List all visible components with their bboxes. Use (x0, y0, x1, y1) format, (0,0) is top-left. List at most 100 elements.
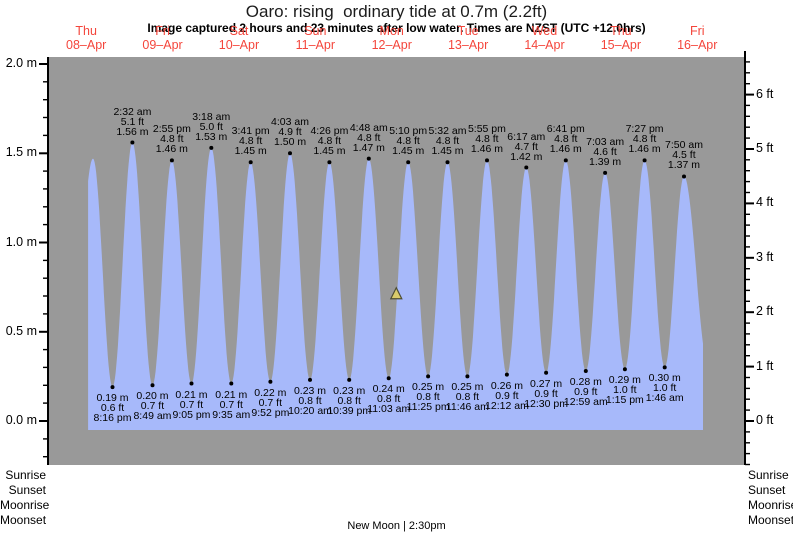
day-name: Wed (531, 24, 558, 38)
annotation-line: 0.20 m (136, 390, 169, 403)
annotation-line: 1:46 am (645, 392, 684, 405)
annotation-line: 4:48 am (349, 121, 388, 134)
annotation-line: 1.46 m (470, 143, 503, 156)
low-tide-annotation: 0.25 m 0.8 ft 11:46 am (423, 382, 511, 414)
annotation-line: 7:03 am (586, 135, 625, 148)
annotation-line: 0.30 m (648, 372, 681, 385)
day-label: Thu 15–Apr (579, 24, 663, 52)
low-tide-annotation: 0.28 m 0.9 ft 12:59 am (542, 377, 630, 409)
tide-extreme-dot (169, 158, 174, 163)
low-tide-annotation: 0.23 m 0.8 ft 10:39 pm (305, 384, 393, 417)
annotation-line: 4.6 ft (593, 145, 617, 158)
low-tide-annotation: 0.19 m 0.6 ft 8:16 pm (69, 393, 157, 424)
high-tide-annotation: 2:55 pm 4.8 ft 1.46 m (128, 123, 216, 156)
annotation-line: 5.0 ft (199, 120, 223, 133)
tide-extreme-dot (426, 374, 431, 379)
high-tide-annotation: 3:41 pm 4.8 ft 1.45 m (207, 126, 295, 157)
annotation-line: 0.23 m (333, 384, 366, 397)
annotation-line: 1:15 pm (605, 394, 644, 407)
annotation-line: 2:55 pm (152, 123, 191, 136)
moonset-label: Moonset (748, 513, 793, 527)
annotation-line: 4:26 pm (310, 125, 349, 138)
annotation-line: 0.8 ft (455, 391, 480, 404)
annotation-line: 0.8 ft (416, 391, 440, 404)
annotation-line: 6:17 am (507, 130, 546, 143)
tide-extreme-dot (544, 370, 549, 375)
annotation-line: 0.9 ft (495, 389, 519, 402)
high-tide-annotation: 7:27 pm 4.8 ft 1.46 m (601, 123, 689, 155)
tide-extreme-dot (288, 151, 292, 156)
low-tide-annotation: 0.30 m 1.0 ft 1:46 am (621, 372, 709, 405)
annotation-line: 4.8 ft (632, 133, 657, 146)
annotation-line: 9:52 pm (251, 406, 290, 419)
tide-extreme-dot (308, 377, 312, 382)
tide-extreme-dot (268, 379, 273, 384)
annotation-line: 5:10 pm (389, 125, 428, 138)
left-axis-tick-label: 0.5 m (5, 323, 37, 338)
day-name: Sat (229, 24, 249, 38)
tide-extreme-dot (485, 158, 489, 163)
high-tide-annotation: 3:18 am 5.0 ft 1.53 m (167, 112, 255, 143)
day-name: Mon (379, 24, 404, 38)
low-tide-annotation: 0.23 m 0.8 ft 10:20 am (266, 384, 354, 417)
annotation-line: 0.26 m (490, 379, 523, 392)
current-tide-marker (389, 286, 403, 300)
annotation-line: 4.5 ft (672, 149, 696, 162)
day-label: Tue 13–Apr (426, 24, 510, 52)
annotation-line: 4.8 ft (160, 133, 184, 146)
astro-labels-left: Sunrise Sunset Moonrise Moonset (0, 468, 49, 528)
low-tide-annotation: 0.21 m 0.7 ft 9:05 pm (147, 389, 235, 421)
tide-extreme-dot (662, 365, 667, 370)
annotation-line: 11:25 pm (406, 401, 450, 414)
tide-extreme-dot (504, 372, 509, 377)
high-tide-annotation: 7:50 am 4.5 ft 1.37 m (640, 140, 728, 172)
annotation-line: 1.46 m (155, 143, 188, 156)
annotation-line: 4.9 ft (278, 126, 302, 139)
low-tide-annotation: 0.26 m 0.9 ft 12:12 am (463, 379, 551, 411)
low-tide-annotation: 0.22 m 0.7 ft 9:52 pm (226, 387, 314, 419)
annotation-line: 0.23 m (293, 384, 327, 397)
right-axis-tick-label: 0 ft (756, 413, 774, 427)
annotation-line: 4.8 ft (475, 133, 499, 146)
low-tide-annotation: 0.27 m 0.9 ft 12:30 pm (502, 379, 590, 410)
right-axis-tick-label: 4 ft (756, 195, 774, 210)
annotation-line: 11:46 am (445, 401, 489, 414)
annotation-line: 0.8 ft (377, 393, 401, 406)
annotation-line: 9:05 pm (172, 408, 211, 421)
sunrise-label: Sunrise (5, 468, 46, 482)
day-label: Mon 12–Apr (350, 24, 434, 52)
day-name: Thu (75, 24, 97, 38)
day-date: 15–Apr (600, 37, 642, 52)
annotation-line: 10:20 am (288, 404, 332, 417)
annotation-line: 0.7 ft (219, 398, 243, 411)
annotation-line: 7:27 pm (625, 123, 664, 136)
day-date: 13–Apr (447, 37, 489, 52)
annotation-line: 9:35 am (212, 408, 251, 421)
moon-phase-note: New Moon | 2:30pm (347, 520, 446, 532)
right-axis-tick-label: 3 ft (756, 249, 774, 264)
day-date: 12–Apr (371, 37, 412, 52)
day-date: 08–Apr (66, 37, 107, 52)
right-axis-tick-label: 5 ft (756, 140, 774, 155)
high-tide-annotation: 4:26 pm 4.8 ft 1.45 m (285, 125, 373, 157)
high-tide-annotation: 6:41 pm 4.8 ft 1.46 m (522, 124, 610, 155)
tide-extreme-dot (524, 165, 529, 170)
astro-labels-right: Sunrise Sunset Moonrise Moonset (748, 468, 793, 528)
annotation-line: 4.7 ft (514, 140, 538, 153)
annotation-line: 4.8 ft (317, 135, 342, 148)
day-name: Fri (155, 24, 170, 38)
left-axis-tick-label: 1.0 m (5, 234, 37, 249)
tide-extreme-dot (130, 140, 135, 145)
annotation-line: 4.8 ft (554, 133, 578, 146)
tide-curve-area (88, 142, 704, 430)
tide-extreme-dot (347, 377, 352, 382)
annotation-line: 10:39 pm (327, 404, 372, 417)
annotation-line: 0.9 ft (574, 386, 598, 399)
right-axis-tick-label: 2 ft (756, 304, 774, 319)
day-name: Sun (304, 24, 327, 38)
high-tide-annotation: 5:10 pm 4.8 ft 1.45 m (364, 125, 452, 157)
annotation-line: 0.25 m (412, 381, 445, 394)
annotation-line: 12:59 am (563, 396, 608, 409)
annotation-line: 1.37 m (667, 159, 701, 172)
tide-extreme-dot (603, 170, 608, 175)
